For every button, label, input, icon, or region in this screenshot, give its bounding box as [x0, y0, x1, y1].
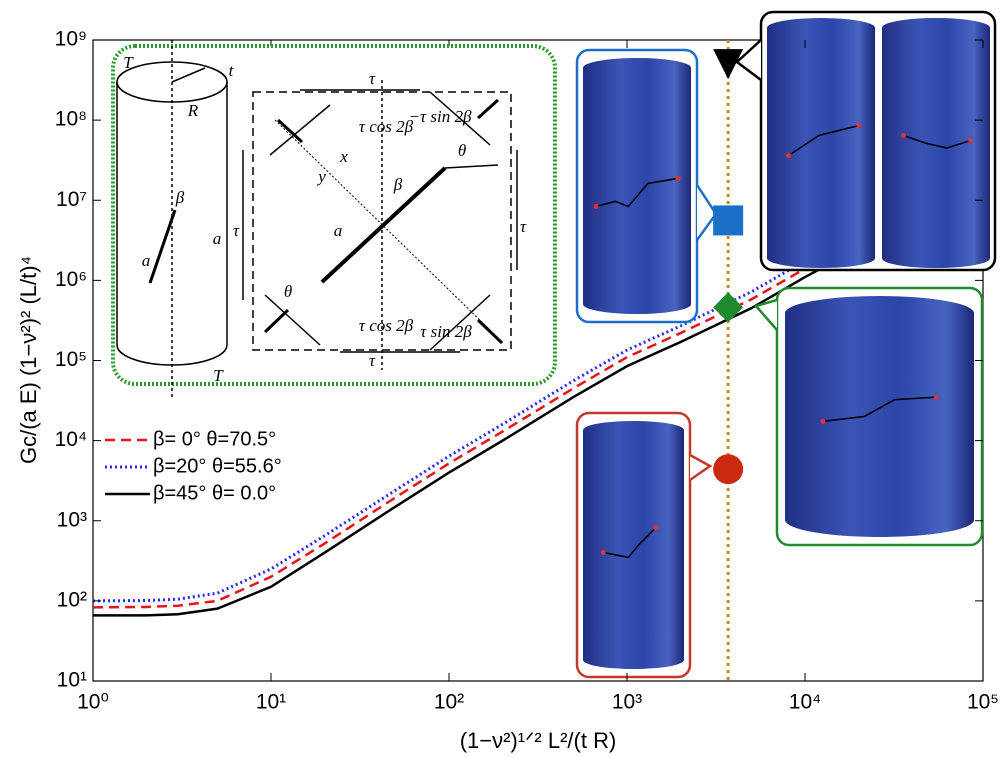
diagram-label: R: [187, 101, 199, 120]
x-tick-label: 10¹: [256, 691, 286, 714]
crack-tip: [856, 123, 861, 128]
diagram-label: a: [213, 229, 222, 248]
crack-tip: [593, 204, 598, 209]
diagram-label: −τ sin 2β: [409, 107, 472, 126]
legend-label: β=20° θ=55.6°: [153, 455, 282, 477]
diagram-label: τ cos 2β: [359, 117, 414, 136]
cylinder-image: [785, 296, 974, 537]
x-tick-label: 10⁰: [77, 691, 109, 714]
diagram-label: y: [316, 167, 326, 186]
diagram-label: β: [393, 175, 403, 194]
legend-label: β= 0° θ=70.5°: [153, 428, 276, 450]
diagram-label: τ sin 2β: [420, 322, 472, 341]
y-tick-label: 10²: [57, 588, 87, 611]
y-tick-label: 10¹: [57, 669, 87, 692]
y-tick-label: 10⁹: [55, 28, 87, 51]
x-axis-label: (1−ν²)¹ᐟ² L²/(t R): [460, 728, 617, 753]
diagram-label: τ: [369, 69, 376, 88]
diagram-label: T: [213, 366, 224, 385]
y-tick-label: 10³: [57, 508, 87, 531]
y-tick-label: 10⁸: [55, 108, 87, 131]
cylinder-body: [583, 421, 684, 669]
crack-tip: [968, 138, 973, 143]
cylinder-body: [767, 18, 875, 268]
diagram-label: a: [334, 221, 343, 240]
marker: [713, 205, 743, 235]
diagram-label: τ: [520, 217, 527, 236]
crack-tip: [934, 395, 939, 400]
crack-tip: [901, 133, 906, 138]
cylinder-image: [882, 18, 990, 268]
crack-tip: [786, 153, 791, 158]
cylinder-body: [583, 58, 691, 314]
x-tick-label: 10⁵: [967, 691, 999, 714]
cylinder-image: [767, 18, 875, 268]
y-tick-label: 10⁶: [55, 268, 87, 291]
diagram-label: x: [339, 147, 348, 166]
diagram-label: τ: [369, 351, 376, 370]
diagram-label: β: [175, 188, 185, 207]
chart: (1−ν²)¹ᐟ² L²/(t R) Gc/(a E) (1−ν²)² (L/t…: [0, 0, 1001, 758]
crack-tip: [820, 419, 825, 424]
diagram-label: θ: [458, 141, 466, 160]
crack-tip: [601, 550, 606, 555]
cylinder-body: [882, 18, 990, 268]
crack-tip: [676, 176, 681, 181]
diagram-frame: [113, 46, 555, 384]
x-tick-label: 10²: [434, 691, 464, 714]
diagram-label: θ: [284, 282, 292, 301]
diagram-label: T: [123, 53, 134, 72]
cylinder-image: [583, 421, 684, 669]
legend-label: β=45° θ= 0.0°: [153, 482, 276, 504]
marker: [713, 454, 743, 484]
crack-tip: [653, 525, 658, 530]
diagram-label: τ cos 2β: [359, 316, 414, 335]
y-tick-label: 10⁷: [56, 188, 87, 211]
diagram-label: τ: [233, 221, 240, 240]
diagram-label: a: [142, 251, 151, 270]
x-tick-label: 10³: [612, 691, 642, 714]
y-axis-label: Gc/(a E) (1−ν²)² (L/t)⁴: [16, 256, 41, 464]
y-tick-label: 10⁵: [55, 348, 87, 371]
x-tick-label: 10⁴: [789, 691, 821, 714]
y-tick-label: 10⁴: [55, 428, 87, 451]
cylinder-body: [785, 296, 974, 537]
cylinder-image: [583, 58, 691, 314]
